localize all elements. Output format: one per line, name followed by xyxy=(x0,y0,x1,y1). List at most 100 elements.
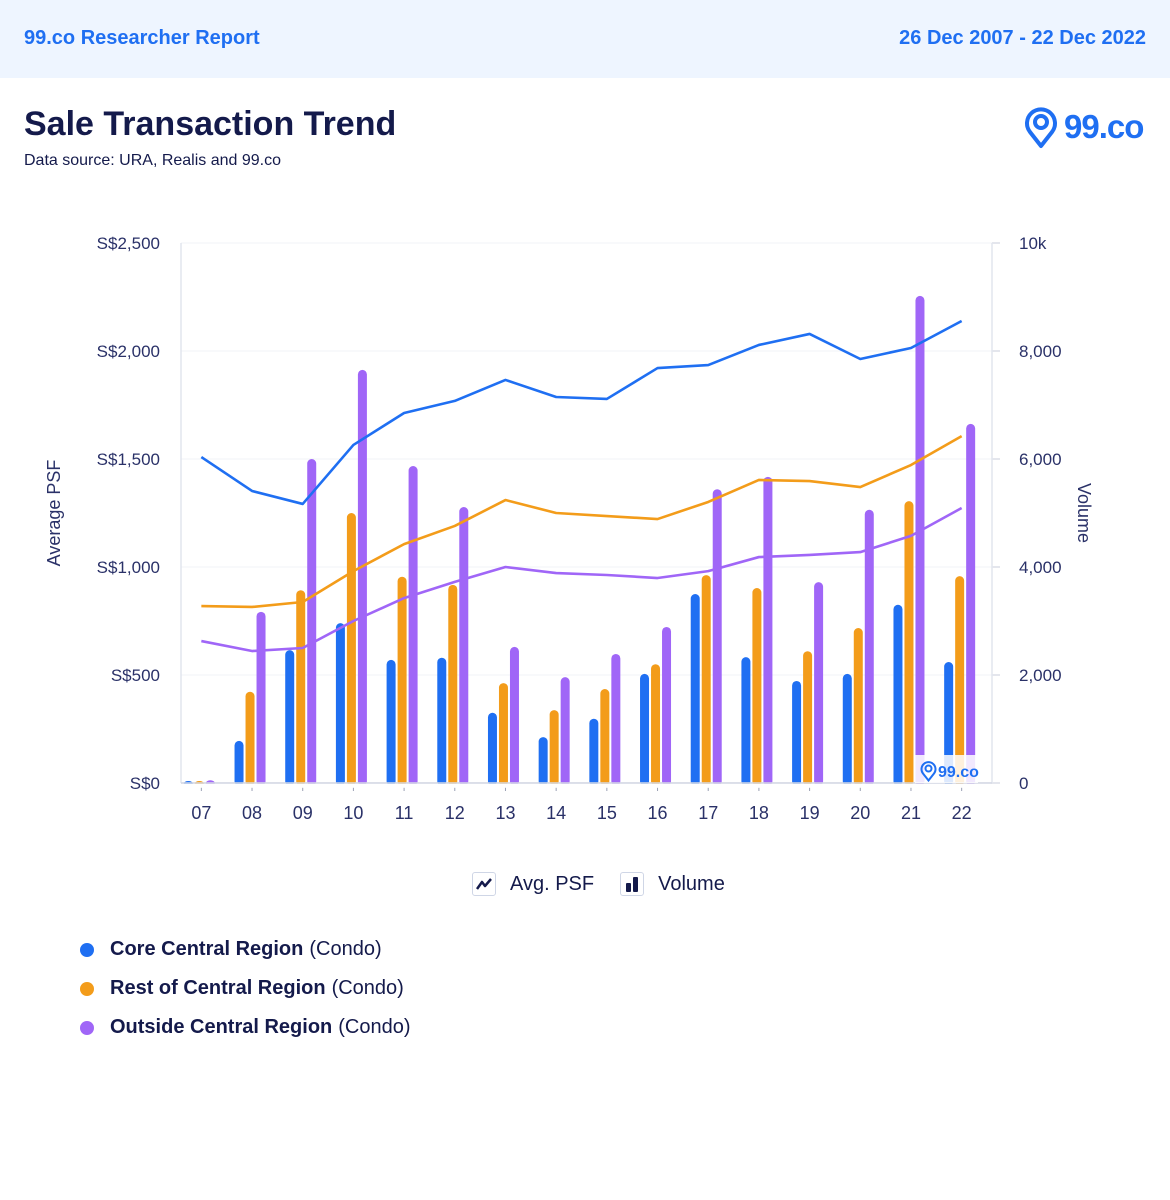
volume-bar xyxy=(397,576,407,786)
x-tick-label: 16 xyxy=(648,803,668,823)
y2-tick-label: 6,000 xyxy=(1019,450,1062,469)
volume-bar xyxy=(893,604,903,786)
brand-logo: 99.co xyxy=(1024,104,1144,150)
volume-bar xyxy=(487,712,497,786)
rcr-color-dot xyxy=(80,981,94,996)
volume-bar xyxy=(357,369,367,786)
location-pin-icon xyxy=(1025,107,1057,148)
volume-bar xyxy=(792,680,802,786)
legend-item-ccr[interactable]: Core Central Region (Condo) xyxy=(80,930,411,969)
x-tick-label: 17 xyxy=(698,803,718,823)
x-tick-label: 10 xyxy=(343,803,363,823)
y-tick-label: S$1,500 xyxy=(97,450,160,469)
legend-ocr-suffix: (Condo) xyxy=(338,1016,411,1038)
volume-bar xyxy=(842,673,852,786)
y2-tick-label: 4,000 xyxy=(1019,558,1062,577)
sale-transaction-chart: S$0 S$500 S$1,000 S$1,500 S$2,000 S$2,500 0 2,0… xyxy=(44,234,1094,823)
volume-bar xyxy=(662,626,672,786)
chart-type-legend: Avg. PSF Volume xyxy=(472,872,751,896)
volume-bar xyxy=(307,459,317,786)
date-range: 26 Dec 2007 - 22 Dec 2022 xyxy=(899,27,1146,49)
volume-bar xyxy=(904,501,914,786)
ocr-color-dot xyxy=(80,1020,94,1035)
volume-bar xyxy=(498,683,508,786)
volume-bar xyxy=(437,657,447,786)
x-tick-label: 11 xyxy=(395,803,414,823)
volume-bar xyxy=(955,576,965,786)
volume-bar xyxy=(408,466,418,786)
psf-line xyxy=(201,506,963,653)
volume-bar xyxy=(763,476,773,786)
chart-title: Sale Transaction Trend xyxy=(24,105,397,143)
x-tick-label: 20 xyxy=(850,803,870,823)
volume-bar xyxy=(245,691,255,786)
volume-bars xyxy=(181,295,992,788)
volume-bar xyxy=(651,664,661,786)
series-legend: Core Central Region (Condo) Rest of Cent… xyxy=(80,930,411,1047)
volume-bar xyxy=(549,710,559,786)
volume-bar xyxy=(640,673,650,786)
volume-bar xyxy=(335,623,345,786)
legend-ccr-name: Core Central Region xyxy=(110,938,304,960)
volume-bar xyxy=(285,650,295,786)
legend-rcr-suffix: (Condo) xyxy=(331,977,404,999)
y2-tick-label: 8,000 xyxy=(1019,342,1062,361)
volume-bar xyxy=(459,507,469,786)
y-axis-title: Average PSF xyxy=(44,460,64,567)
legend-avg-psf-label: Avg. PSF xyxy=(510,872,595,895)
volume-bar xyxy=(296,590,306,786)
axis-labels: S$0 S$500 S$1,000 S$1,500 S$2,000 S$2,500 0 2,0… xyxy=(44,234,1094,823)
volume-bar xyxy=(589,718,599,786)
legend-avg-psf[interactable]: Avg. PSF xyxy=(472,872,594,896)
volume-bar xyxy=(234,740,244,786)
volume-bar xyxy=(600,689,610,786)
volume-bar xyxy=(803,651,813,786)
x-tick-label: 13 xyxy=(495,803,515,823)
legend-item-rcr[interactable]: Rest of Central Region (Condo) xyxy=(80,969,411,1008)
y2-axis-title: Volume xyxy=(1074,483,1094,543)
legend-ocr-name: Outside Central Region xyxy=(110,1016,333,1038)
volume-bar xyxy=(448,584,458,786)
x-tick-label: 08 xyxy=(242,803,262,823)
volume-bar xyxy=(752,588,762,786)
watermark-text: 99.co xyxy=(938,764,979,781)
legend-volume[interactable]: Volume xyxy=(620,872,725,896)
volume-bar xyxy=(346,513,356,786)
x-tick-label: 09 xyxy=(293,803,313,823)
volume-bar xyxy=(611,653,621,786)
volume-bar xyxy=(915,295,925,786)
legend-item-ocr[interactable]: Outside Central Region (Condo) xyxy=(80,1008,411,1047)
psf-line xyxy=(200,319,963,506)
volume-bar xyxy=(538,737,548,786)
location-pin-icon xyxy=(920,761,937,783)
y-tick-label: S$1,000 xyxy=(97,558,160,577)
volume-bar xyxy=(712,489,722,786)
y-tick-label: S$0 xyxy=(130,774,160,793)
logo-text: 99.co xyxy=(1064,108,1144,145)
volume-bar xyxy=(853,628,863,786)
volume-bar xyxy=(966,423,976,786)
y-tick-label: S$2,500 xyxy=(97,234,160,253)
data-source: Data source: URA, Realis and 99.co xyxy=(24,152,282,169)
x-tick-label: 21 xyxy=(901,803,921,823)
legend-rcr-name: Rest of Central Region xyxy=(110,977,326,999)
bar-chart-icon xyxy=(620,872,645,896)
chart-watermark: 99.co xyxy=(915,755,979,783)
volume-bar xyxy=(814,582,824,786)
psf-lines xyxy=(200,319,963,653)
volume-bar xyxy=(509,646,519,786)
volume-bar xyxy=(256,611,266,786)
volume-bar xyxy=(701,575,711,786)
y2-tick-label: 2,000 xyxy=(1019,666,1062,685)
bar-base-mask xyxy=(182,783,991,788)
y-tick-label: S$500 xyxy=(111,666,160,685)
legend-volume-label: Volume xyxy=(658,872,725,895)
psf-line xyxy=(201,434,963,609)
x-tick-label: 18 xyxy=(749,803,769,823)
volume-bar xyxy=(386,659,396,786)
report-title: 99.co Researcher Report xyxy=(24,27,260,49)
y2-tick-label: 0 xyxy=(1019,774,1028,793)
volume-bar xyxy=(690,594,700,786)
y-tick-label: S$2,000 xyxy=(97,342,160,361)
x-tick-label: 15 xyxy=(597,803,617,823)
